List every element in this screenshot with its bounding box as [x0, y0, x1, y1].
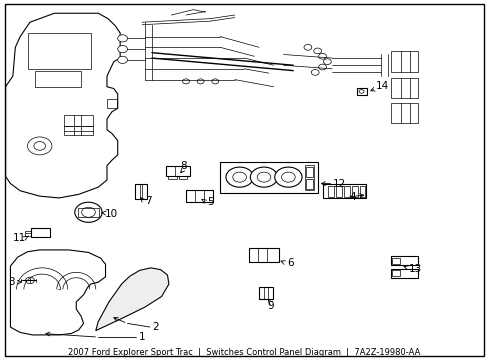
Circle shape	[197, 79, 203, 84]
Text: 10: 10	[105, 209, 118, 219]
Bar	[166, 166, 189, 176]
Bar	[64, 126, 93, 135]
Bar	[167, 176, 176, 179]
Circle shape	[358, 90, 363, 93]
Bar	[249, 248, 278, 262]
Bar	[306, 179, 313, 189]
Circle shape	[232, 172, 246, 182]
Text: 7: 7	[145, 196, 151, 206]
Bar	[259, 287, 272, 299]
Circle shape	[311, 69, 319, 75]
Circle shape	[118, 35, 127, 42]
Bar	[390, 269, 417, 278]
Bar	[135, 184, 147, 199]
Bar	[220, 162, 317, 193]
Circle shape	[118, 56, 127, 63]
Text: 14: 14	[375, 81, 388, 91]
Circle shape	[313, 48, 321, 54]
Bar	[64, 116, 93, 126]
Circle shape	[81, 207, 95, 217]
Text: 2007 Ford Explorer Sport Trac  |  Switches Control Panel Diagram  |  7A2Z-19980-: 2007 Ford Explorer Sport Trac | Switches…	[68, 348, 420, 357]
Bar	[391, 258, 399, 264]
Text: 13: 13	[407, 264, 421, 274]
Bar	[328, 186, 333, 197]
Bar	[185, 190, 212, 202]
Text: 12: 12	[332, 179, 346, 189]
Circle shape	[250, 167, 277, 187]
Text: 1: 1	[139, 332, 145, 342]
Text: 3: 3	[8, 277, 15, 287]
Bar	[27, 33, 91, 69]
Bar	[356, 88, 366, 95]
Text: 9: 9	[267, 301, 274, 311]
Circle shape	[257, 172, 270, 182]
Bar	[78, 208, 99, 217]
Circle shape	[318, 64, 326, 70]
Circle shape	[274, 167, 302, 187]
Circle shape	[225, 167, 253, 187]
Bar	[25, 231, 31, 235]
Bar	[305, 165, 314, 190]
Circle shape	[118, 45, 127, 53]
Bar	[390, 78, 417, 98]
Polygon shape	[96, 268, 168, 330]
Bar	[390, 51, 417, 72]
Text: 4: 4	[349, 192, 355, 202]
Bar	[335, 186, 341, 197]
Text: 11: 11	[13, 233, 26, 243]
Circle shape	[211, 79, 218, 84]
Text: 6: 6	[287, 258, 294, 268]
Bar	[306, 167, 313, 177]
Circle shape	[34, 141, 45, 150]
Circle shape	[25, 277, 34, 284]
Bar	[390, 103, 417, 123]
Bar	[322, 184, 366, 198]
Circle shape	[304, 44, 311, 50]
Bar	[343, 186, 349, 197]
Circle shape	[281, 172, 295, 182]
Circle shape	[27, 137, 52, 155]
Bar	[390, 256, 417, 265]
Circle shape	[318, 53, 326, 59]
Bar	[31, 228, 50, 237]
Bar	[107, 99, 117, 108]
Bar	[351, 186, 357, 197]
Circle shape	[323, 59, 330, 64]
Circle shape	[75, 202, 102, 222]
Bar	[178, 176, 187, 179]
Text: 2: 2	[152, 322, 159, 332]
Text: 5: 5	[206, 197, 213, 207]
Bar	[35, 71, 81, 87]
Text: 8: 8	[180, 161, 186, 171]
Circle shape	[182, 79, 189, 84]
Bar	[359, 186, 365, 197]
Bar	[391, 270, 399, 276]
